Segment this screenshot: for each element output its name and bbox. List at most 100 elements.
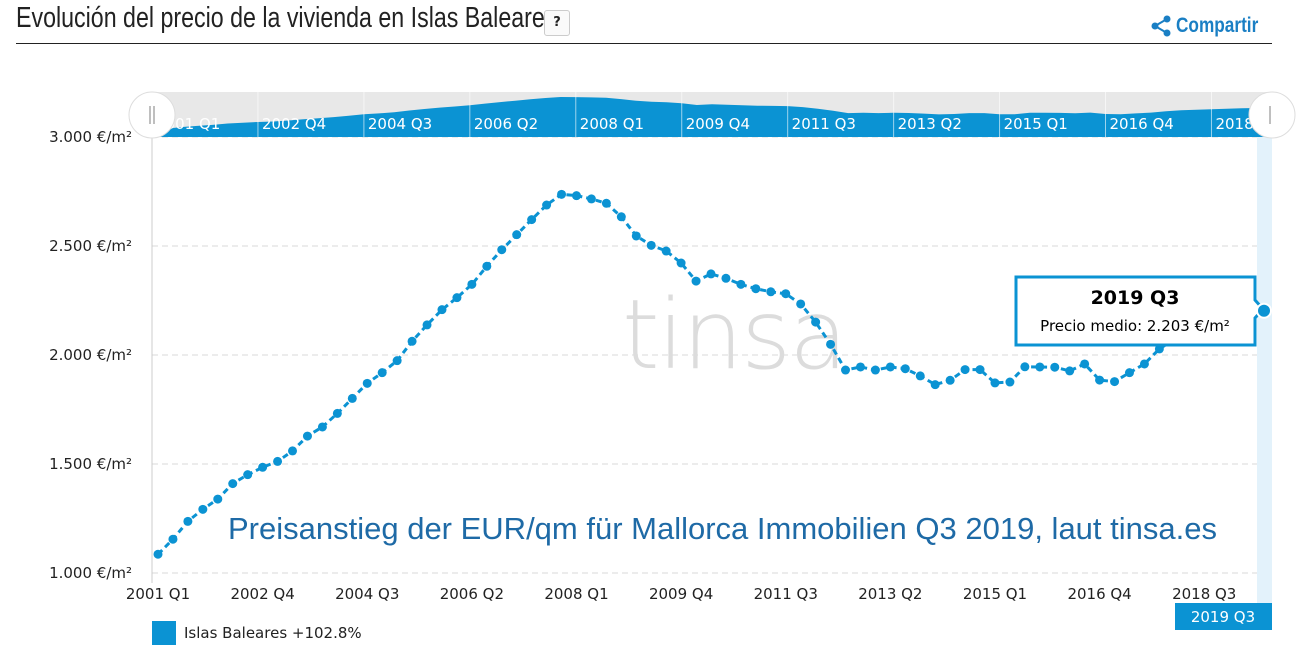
data-point xyxy=(512,230,522,240)
data-point xyxy=(1124,368,1134,378)
data-point xyxy=(841,365,851,375)
data-point xyxy=(930,380,940,390)
data-point xyxy=(706,269,716,279)
data-point xyxy=(317,422,327,432)
data-point xyxy=(168,534,178,544)
data-point xyxy=(900,364,910,374)
share-icon xyxy=(1151,15,1171,37)
data-point xyxy=(1050,362,1060,372)
handle-circle xyxy=(128,91,176,139)
navigator-label: 2008 Q1 xyxy=(580,115,644,133)
navigator[interactable]: 2001 Q1 2002 Q4 2004 Q3 2006 Q2 2008 Q1 2009 … xyxy=(128,91,1296,139)
data-point xyxy=(1005,377,1015,387)
data-point xyxy=(1065,366,1075,376)
y-tick-label: 3.000 €/m² xyxy=(49,128,132,146)
data-point xyxy=(542,200,552,210)
handle-circle xyxy=(1248,91,1296,139)
data-point xyxy=(975,365,985,375)
data-point xyxy=(258,462,268,472)
data-point xyxy=(1110,377,1120,387)
navigator-label: 2011 Q3 xyxy=(792,115,856,133)
data-point xyxy=(631,231,641,241)
data-point xyxy=(362,378,372,388)
data-point xyxy=(497,245,507,255)
page-title: Evolución del precio de la vivienda en I… xyxy=(16,2,557,34)
x-tick-label: 2006 Q2 xyxy=(440,585,504,603)
data-point xyxy=(1020,362,1030,372)
data-point xyxy=(467,279,477,289)
navigator-right-handle[interactable] xyxy=(1248,91,1296,139)
y-axis-labels: 1.000 €/m² 1.500 €/m² 2.000 €/m² 2.500 €/m²… xyxy=(49,128,132,582)
watermark-logo: tinsa xyxy=(622,279,846,391)
data-point xyxy=(586,194,596,204)
data-point xyxy=(273,456,283,466)
x-tick-label: 2008 Q1 xyxy=(544,585,608,603)
x-tick-label: 2011 Q3 xyxy=(754,585,818,603)
data-point xyxy=(1035,362,1045,372)
x-tick-label: 2018 Q3 xyxy=(1172,585,1236,603)
navigator-label: 2015 Q1 xyxy=(1004,115,1068,133)
data-point xyxy=(1095,375,1105,385)
data-point xyxy=(452,293,462,303)
data-point xyxy=(1080,359,1090,369)
y-tick-label: 1.500 €/m² xyxy=(49,455,132,473)
navigator-label: 2004 Q3 xyxy=(368,115,432,133)
legend-swatch xyxy=(152,621,176,645)
x-tick-label: 2001 Q1 xyxy=(126,585,190,603)
data-point xyxy=(422,320,432,330)
x-tick-label: 2002 Q4 xyxy=(230,585,294,603)
data-point xyxy=(1154,344,1164,354)
data-point xyxy=(347,393,357,403)
x-tick-label: 2013 Q2 xyxy=(858,585,922,603)
data-point xyxy=(482,261,492,271)
data-point xyxy=(915,371,925,381)
data-point xyxy=(781,289,791,299)
data-point xyxy=(945,375,955,385)
data-point xyxy=(646,240,656,250)
legend-label: Islas Baleares +102.8% xyxy=(184,624,362,642)
data-point xyxy=(527,215,537,225)
x-axis-labels: 2001 Q1 2002 Q4 2004 Q3 2006 Q2 2008 Q1 2009 … xyxy=(126,585,1237,603)
data-point xyxy=(751,284,761,294)
data-point xyxy=(676,258,686,268)
data-point xyxy=(811,317,821,327)
data-point xyxy=(616,212,626,222)
data-point xyxy=(557,189,567,199)
data-point xyxy=(332,408,342,418)
navigator-label: 2009 Q4 xyxy=(686,115,750,133)
data-point xyxy=(213,494,223,504)
tooltip-value: Precio medio: 2.203 €/m² xyxy=(1040,317,1230,335)
data-point xyxy=(990,378,1000,388)
data-point xyxy=(377,368,387,378)
data-point xyxy=(228,479,238,489)
data-point xyxy=(392,356,402,366)
data-point xyxy=(198,504,208,514)
data-point xyxy=(288,446,298,456)
x-tick-label: 2004 Q3 xyxy=(335,585,399,603)
navigator-label: 2006 Q2 xyxy=(474,115,538,133)
data-point xyxy=(661,246,671,256)
legend-item[interactable]: Islas Baleares +102.8% xyxy=(152,621,362,645)
navigator-left-handle[interactable] xyxy=(128,91,176,139)
help-button[interactable]: ? xyxy=(544,10,570,36)
navigator-label: 2013 Q2 xyxy=(898,115,962,133)
tooltip-title: 2019 Q3 xyxy=(1091,287,1180,309)
x-tick-label: 2016 Q4 xyxy=(1067,585,1131,603)
share-button[interactable]: Compartir xyxy=(1150,14,1276,38)
y-tick-label: 2.500 €/m² xyxy=(49,237,132,255)
annotation-text: Preisanstieg der EUR/qm für Mallorca Imm… xyxy=(228,511,1217,546)
tooltip: 2019 Q3 Precio medio: 2.203 €/m² xyxy=(1014,275,1266,347)
hovered-point xyxy=(1256,302,1272,319)
data-point xyxy=(1139,359,1149,369)
data-point xyxy=(766,287,776,297)
x-tick-label: 2015 Q1 xyxy=(963,585,1027,603)
crosshair-label: 2019 Q3 xyxy=(1175,603,1272,630)
data-point xyxy=(571,191,581,201)
series-line xyxy=(156,192,1265,556)
data-point xyxy=(437,305,447,315)
data-point xyxy=(721,273,731,283)
data-point xyxy=(736,279,746,289)
data-point xyxy=(960,365,970,375)
data-point xyxy=(407,336,417,346)
